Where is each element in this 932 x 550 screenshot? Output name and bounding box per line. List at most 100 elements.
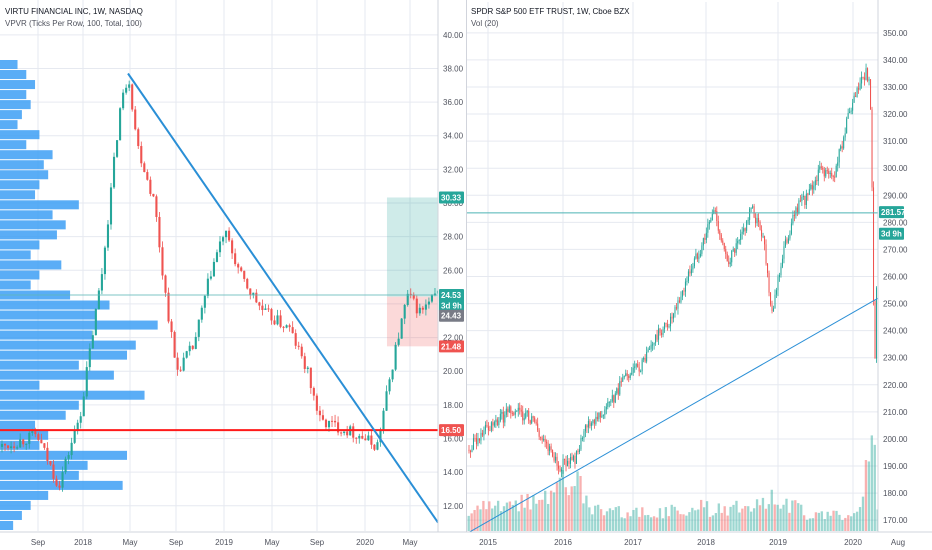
candle-body [719, 230, 721, 235]
volume-bar [623, 518, 626, 531]
candle-body [61, 472, 64, 488]
candle-body [564, 458, 566, 460]
candle-body [528, 410, 530, 421]
volume-bar [664, 507, 668, 531]
candle-body [583, 431, 585, 439]
candle-body [593, 419, 595, 424]
candle-body [343, 431, 346, 434]
candle-body [170, 321, 173, 333]
volume-bar [705, 501, 709, 531]
candle-body [376, 442, 379, 450]
candle-body [337, 422, 340, 433]
candle-body [571, 456, 573, 461]
candle-body [816, 180, 818, 182]
candle-body [786, 239, 788, 243]
y-tick-label: 26.00 [443, 266, 464, 275]
candle-body [510, 406, 512, 413]
y-tick-label: 28.00 [443, 233, 464, 242]
candle-body [658, 328, 660, 340]
candle-body [561, 469, 563, 472]
candle-body [829, 172, 831, 174]
candle-body [495, 419, 497, 423]
candle-body [334, 420, 337, 423]
candle-body [649, 348, 651, 350]
candle-body [580, 438, 582, 450]
volume-bar [567, 495, 570, 531]
y-tick-label: 20.00 [443, 367, 464, 376]
trend-line [127, 72, 439, 524]
volume-bar [835, 510, 838, 531]
volume-profile-bar [0, 230, 57, 240]
candle-body [747, 219, 749, 222]
volume-bar [747, 506, 750, 531]
candle-body [481, 432, 483, 436]
y-tick-label: 290.00 [883, 191, 908, 200]
candle-body [804, 195, 806, 205]
volume-bar [652, 516, 656, 531]
candle-body [537, 423, 539, 431]
candle-body [711, 213, 713, 221]
candle-body [862, 76, 864, 78]
candle-body [309, 367, 312, 389]
volume-profile-bar [0, 140, 27, 150]
volume-bar [649, 517, 653, 531]
y-tick-label: 12.00 [443, 502, 464, 511]
volume-profile-bar [0, 150, 53, 160]
volume-bar [667, 516, 670, 531]
volume-bar [788, 512, 791, 531]
volume-bar [570, 486, 573, 531]
candle-body [505, 408, 507, 415]
candle-body [273, 320, 276, 325]
candle-body [562, 458, 564, 470]
virtu-chart-pane[interactable]: 12.0014.0016.0018.0020.0022.0024.0026.00… [0, 0, 466, 550]
candle-body [279, 315, 282, 327]
candle-body [471, 449, 473, 452]
candle-body [807, 193, 809, 195]
candle-body [25, 443, 28, 445]
candle-body [849, 111, 851, 114]
candle-body [616, 388, 618, 394]
candle-body [725, 249, 727, 254]
volume-bar [517, 511, 520, 531]
candle-body [146, 172, 149, 180]
y-tick-label: 260.00 [883, 273, 908, 282]
volume-profile-bar [0, 60, 18, 70]
candle-body [478, 438, 480, 441]
volume-bar [685, 515, 688, 531]
candle-body [498, 420, 500, 425]
candle-body [270, 309, 273, 321]
candle-body [637, 363, 639, 368]
candle-body [385, 391, 388, 411]
volume-bar [538, 499, 541, 531]
chart-title: VIRTU FINANCIAL INC, 1W, NASDAQ [5, 7, 143, 16]
volume-bar [494, 505, 497, 531]
candle-body [875, 287, 878, 359]
candle-body [838, 149, 840, 163]
candle-body [647, 349, 649, 352]
candle-body [538, 430, 540, 437]
candle-body [781, 258, 783, 267]
candle-body [523, 418, 525, 421]
price-axis-panel [878, 0, 932, 550]
y-tick-label: 320.00 [883, 110, 908, 119]
candle-body [34, 431, 37, 435]
volume-bar [546, 503, 550, 531]
volume-bar [767, 504, 770, 531]
candle-body [659, 328, 661, 333]
y-tick-label: 38.00 [443, 64, 464, 73]
volume-bar [561, 469, 565, 531]
candle-body [19, 439, 22, 448]
y-tick-label: 280.00 [883, 218, 908, 227]
candle-body [675, 307, 678, 309]
candle-body [566, 460, 569, 467]
candle-body [430, 295, 433, 302]
spy-chart-pane[interactable]: 170.00 180.00 190.00 200.00 210.00 220.00 230.… [466, 0, 932, 550]
candle-body [665, 323, 667, 325]
candle-body [493, 422, 495, 426]
candle-body [686, 280, 688, 282]
volume-profile-bar [0, 510, 22, 520]
volume-profile-bar [0, 460, 88, 470]
x-tick-label: 2017 [624, 538, 642, 547]
volume-bar [858, 507, 862, 531]
price-badge-label: 16.50 [441, 426, 462, 435]
